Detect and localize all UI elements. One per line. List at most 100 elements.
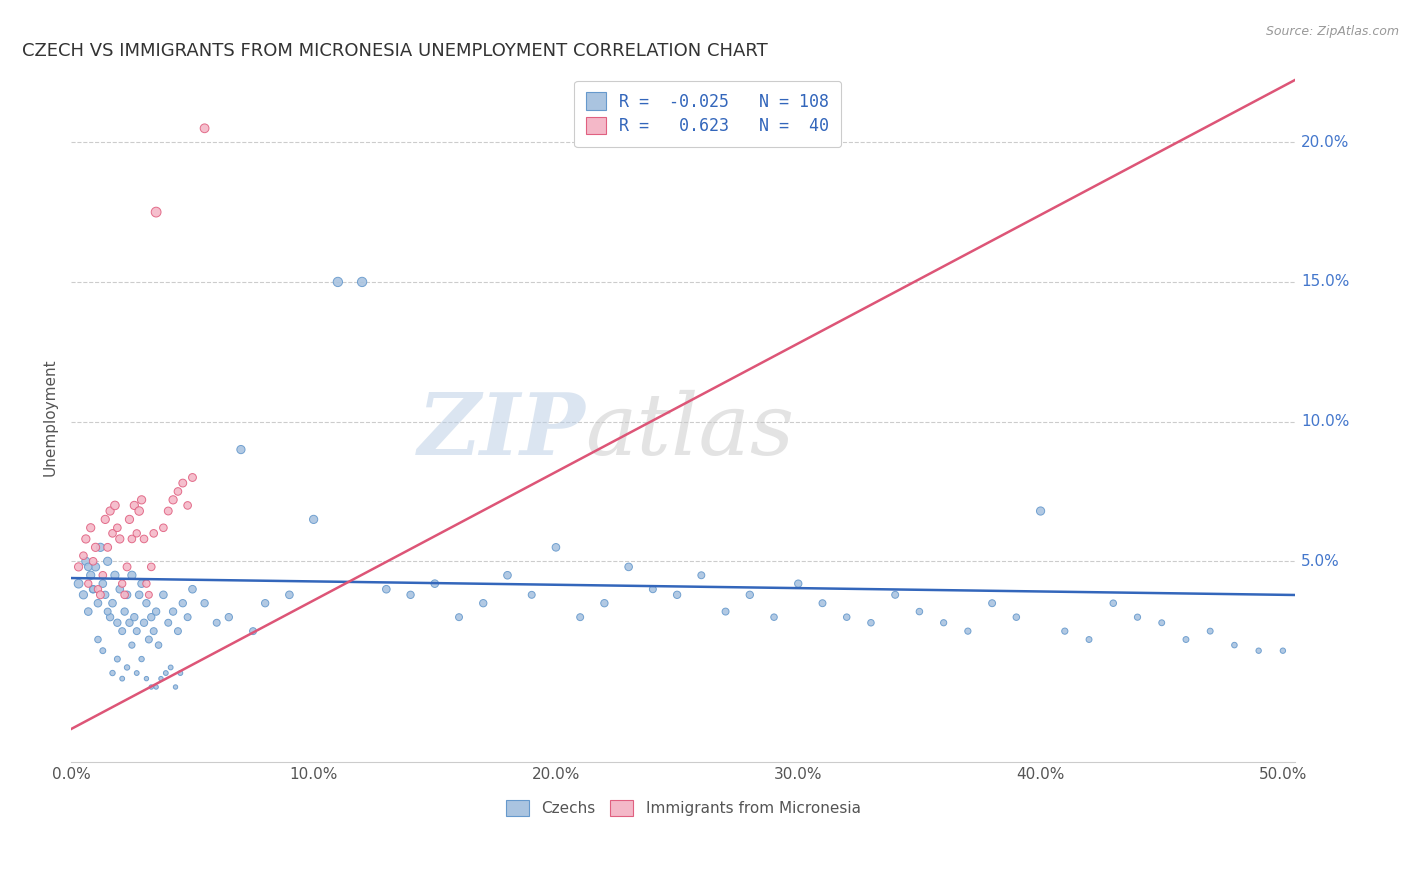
Text: ZIP: ZIP: [418, 390, 585, 473]
Point: [77, 560, 100, 574]
Point: [229, 442, 252, 457]
Text: Source: ZipAtlas.com: Source: ZipAtlas.com: [1265, 25, 1399, 38]
Point: [125, 526, 148, 541]
Point: [859, 615, 882, 630]
Point: [87, 596, 110, 610]
Point: [87, 632, 110, 647]
Point: [981, 596, 1004, 610]
Point: [98, 610, 121, 624]
Point: [932, 615, 955, 630]
Text: 10.0%: 10.0%: [1301, 414, 1350, 429]
Point: [194, 121, 217, 136]
Point: [149, 672, 172, 686]
Point: [72, 549, 94, 563]
Point: [114, 588, 136, 602]
Point: [811, 596, 834, 610]
Point: [75, 532, 97, 546]
Point: [1150, 615, 1173, 630]
Point: [77, 605, 100, 619]
Point: [181, 582, 204, 597]
Text: CZECH VS IMMIGRANTS FROM MICRONESIA UNEMPLOYMENT CORRELATION CHART: CZECH VS IMMIGRANTS FROM MICRONESIA UNEM…: [22, 42, 768, 60]
Point: [159, 660, 181, 674]
Point: [135, 576, 157, 591]
Point: [157, 615, 180, 630]
Point: [82, 582, 104, 597]
Point: [218, 610, 240, 624]
Point: [141, 560, 163, 574]
Point: [84, 541, 107, 555]
Point: [520, 588, 543, 602]
Point: [121, 638, 143, 652]
Point: [447, 610, 470, 624]
Point: [115, 588, 138, 602]
Legend: Czechs, Immigrants from Micronesia: Czechs, Immigrants from Micronesia: [498, 792, 868, 824]
Point: [97, 541, 120, 555]
Point: [91, 643, 114, 657]
Point: [205, 615, 228, 630]
Point: [108, 532, 131, 546]
Point: [121, 568, 143, 582]
Point: [89, 541, 111, 555]
Point: [105, 615, 128, 630]
Point: [375, 582, 398, 597]
Point: [326, 275, 349, 289]
Point: [1102, 596, 1125, 610]
Point: [617, 560, 640, 574]
Point: [167, 484, 190, 499]
Point: [141, 610, 163, 624]
Point: [138, 632, 160, 647]
Point: [472, 596, 495, 610]
Point: [101, 596, 124, 610]
Point: [101, 526, 124, 541]
Point: [125, 666, 148, 681]
Point: [172, 476, 194, 491]
Point: [111, 576, 134, 591]
Point: [114, 605, 136, 619]
Y-axis label: Unemployment: Unemployment: [44, 359, 58, 476]
Point: [152, 588, 174, 602]
Point: [884, 588, 907, 602]
Point: [690, 568, 713, 582]
Point: [97, 554, 120, 568]
Text: 20.0%: 20.0%: [1301, 135, 1350, 150]
Point: [82, 554, 104, 568]
Point: [162, 492, 184, 507]
Point: [121, 532, 143, 546]
Point: [80, 521, 103, 535]
Text: 15.0%: 15.0%: [1301, 275, 1350, 289]
Point: [1029, 504, 1052, 518]
Point: [641, 582, 664, 597]
Point: [399, 588, 422, 602]
Point: [169, 666, 191, 681]
Point: [302, 512, 325, 526]
Point: [423, 576, 446, 591]
Point: [141, 680, 163, 694]
Point: [94, 588, 117, 602]
Point: [132, 615, 155, 630]
Point: [128, 504, 150, 518]
Point: [101, 666, 124, 681]
Point: [135, 672, 157, 686]
Point: [91, 568, 114, 582]
Point: [1005, 610, 1028, 624]
Point: [104, 499, 127, 513]
Point: [132, 532, 155, 546]
Point: [84, 560, 107, 574]
Point: [162, 605, 184, 619]
Point: [82, 582, 104, 597]
Point: [145, 205, 167, 219]
Point: [176, 499, 198, 513]
Point: [118, 512, 141, 526]
Point: [194, 596, 217, 610]
Point: [98, 504, 121, 518]
Point: [1174, 632, 1197, 647]
Point: [77, 576, 100, 591]
Point: [108, 582, 131, 597]
Point: [111, 672, 134, 686]
Point: [1078, 632, 1101, 647]
Point: [104, 568, 127, 582]
Point: [544, 541, 567, 555]
Point: [593, 596, 616, 610]
Point: [1199, 624, 1222, 639]
Point: [254, 596, 277, 610]
